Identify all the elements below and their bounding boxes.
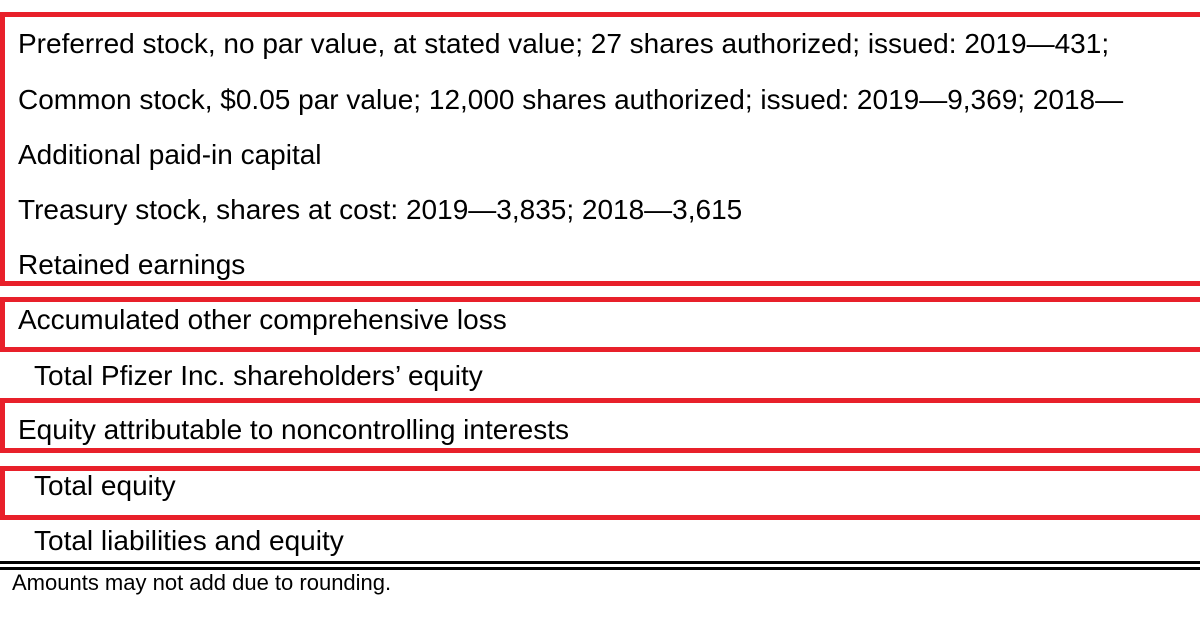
row-preferred-stock: Preferred stock, no par value, at stated… <box>18 28 1110 59</box>
row-total-equity: Total equity <box>34 470 176 501</box>
row-common-stock: Common stock, $0.05 par value; 12,000 sh… <box>18 84 1124 115</box>
footnote: Amounts may not add due to rounding. <box>12 570 392 595</box>
double-rule-bottom <box>0 567 1200 570</box>
row-treasury-stock: Treasury stock, shares at cost: 2019—3,8… <box>18 194 743 225</box>
row-accumulated-oci: Accumulated other comprehensive loss <box>18 304 507 335</box>
row-total-pfizer-equity: Total Pfizer Inc. shareholders’ equity <box>34 360 483 391</box>
double-rule-top <box>0 561 1200 564</box>
row-noncontrolling-interests: Equity attributable to noncontrolling in… <box>18 414 569 445</box>
highlight-box-total-equity <box>0 466 1200 520</box>
row-retained-earnings: Retained earnings <box>18 249 246 280</box>
row-additional-paid-in-capital: Additional paid-in capital <box>18 139 322 170</box>
row-total-liabilities-equity: Total liabilities and equity <box>34 525 344 556</box>
